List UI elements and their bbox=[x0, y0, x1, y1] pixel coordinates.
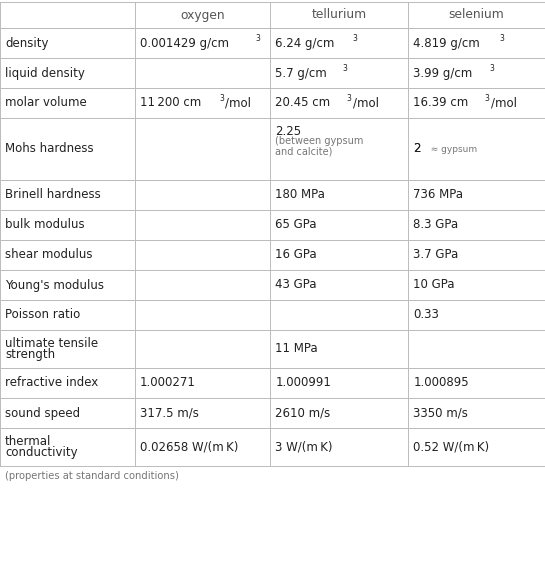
Text: 16 GPa: 16 GPa bbox=[275, 248, 317, 261]
Text: thermal: thermal bbox=[5, 435, 51, 448]
Text: bulk modulus: bulk modulus bbox=[5, 218, 84, 231]
Text: liquid density: liquid density bbox=[5, 66, 85, 79]
Text: 2610 m/s: 2610 m/s bbox=[275, 406, 331, 419]
Text: 11 MPa: 11 MPa bbox=[275, 342, 318, 355]
Text: 1.000895: 1.000895 bbox=[413, 377, 469, 390]
Text: tellurium: tellurium bbox=[312, 8, 367, 21]
Text: 10 GPa: 10 GPa bbox=[413, 279, 455, 292]
Text: 3.99 g/cm: 3.99 g/cm bbox=[413, 66, 473, 79]
Text: /mol: /mol bbox=[226, 96, 251, 109]
Text: 1.000271: 1.000271 bbox=[140, 377, 196, 390]
Text: 3 W/(m K): 3 W/(m K) bbox=[275, 440, 333, 454]
Text: selenium: selenium bbox=[449, 8, 505, 21]
Text: Brinell hardness: Brinell hardness bbox=[5, 189, 101, 202]
Text: 3: 3 bbox=[499, 34, 504, 43]
Text: molar volume: molar volume bbox=[5, 96, 87, 109]
Text: 180 MPa: 180 MPa bbox=[275, 189, 325, 202]
Text: density: density bbox=[5, 37, 49, 50]
Text: /mol: /mol bbox=[491, 96, 517, 109]
Text: 16.39 cm: 16.39 cm bbox=[413, 96, 469, 109]
Text: 3: 3 bbox=[342, 64, 347, 73]
Text: 3: 3 bbox=[352, 34, 357, 43]
Text: 2.25: 2.25 bbox=[275, 125, 301, 138]
Text: 2: 2 bbox=[413, 142, 421, 155]
Text: 0.52 W/(m K): 0.52 W/(m K) bbox=[413, 440, 489, 454]
Text: 0.33: 0.33 bbox=[413, 309, 439, 321]
Text: and calcite): and calcite) bbox=[275, 146, 332, 157]
Text: 3: 3 bbox=[347, 93, 352, 102]
Text: 43 GPa: 43 GPa bbox=[275, 279, 317, 292]
Text: 65 GPa: 65 GPa bbox=[275, 218, 317, 231]
Text: oxygen: oxygen bbox=[180, 8, 225, 21]
Text: ≈ gypsum: ≈ gypsum bbox=[426, 145, 477, 154]
Text: ultimate tensile: ultimate tensile bbox=[5, 337, 98, 350]
Text: /mol: /mol bbox=[353, 96, 379, 109]
Text: Mohs hardness: Mohs hardness bbox=[5, 142, 94, 155]
Text: 3.7 GPa: 3.7 GPa bbox=[413, 248, 458, 261]
Text: 3: 3 bbox=[489, 64, 494, 73]
Text: 3350 m/s: 3350 m/s bbox=[413, 406, 468, 419]
Text: shear modulus: shear modulus bbox=[5, 248, 93, 261]
Text: 0.001429 g/cm: 0.001429 g/cm bbox=[140, 37, 229, 50]
Text: (between gypsum: (between gypsum bbox=[275, 136, 364, 146]
Text: 3: 3 bbox=[255, 34, 260, 43]
Text: 20.45 cm: 20.45 cm bbox=[275, 96, 330, 109]
Text: strength: strength bbox=[5, 348, 55, 361]
Text: 3: 3 bbox=[485, 93, 489, 102]
Text: sound speed: sound speed bbox=[5, 406, 80, 419]
Text: 1.000991: 1.000991 bbox=[275, 377, 331, 390]
Text: 317.5 m/s: 317.5 m/s bbox=[140, 406, 199, 419]
Text: 8.3 GPa: 8.3 GPa bbox=[413, 218, 458, 231]
Text: 4.819 g/cm: 4.819 g/cm bbox=[413, 37, 480, 50]
Text: 2: 2 bbox=[413, 142, 421, 155]
Text: Young's modulus: Young's modulus bbox=[5, 279, 104, 292]
Text: 6.24 g/cm: 6.24 g/cm bbox=[275, 37, 335, 50]
Text: Poisson ratio: Poisson ratio bbox=[5, 309, 80, 321]
Text: (properties at standard conditions): (properties at standard conditions) bbox=[5, 471, 179, 481]
Text: 5.7 g/cm: 5.7 g/cm bbox=[275, 66, 327, 79]
Text: refractive index: refractive index bbox=[5, 377, 98, 390]
Text: 11 200 cm: 11 200 cm bbox=[140, 96, 202, 109]
Text: 0.02658 W/(m K): 0.02658 W/(m K) bbox=[140, 440, 239, 454]
Text: 736 MPa: 736 MPa bbox=[413, 189, 463, 202]
Text: conductivity: conductivity bbox=[5, 446, 77, 459]
Text: 3: 3 bbox=[219, 93, 224, 102]
